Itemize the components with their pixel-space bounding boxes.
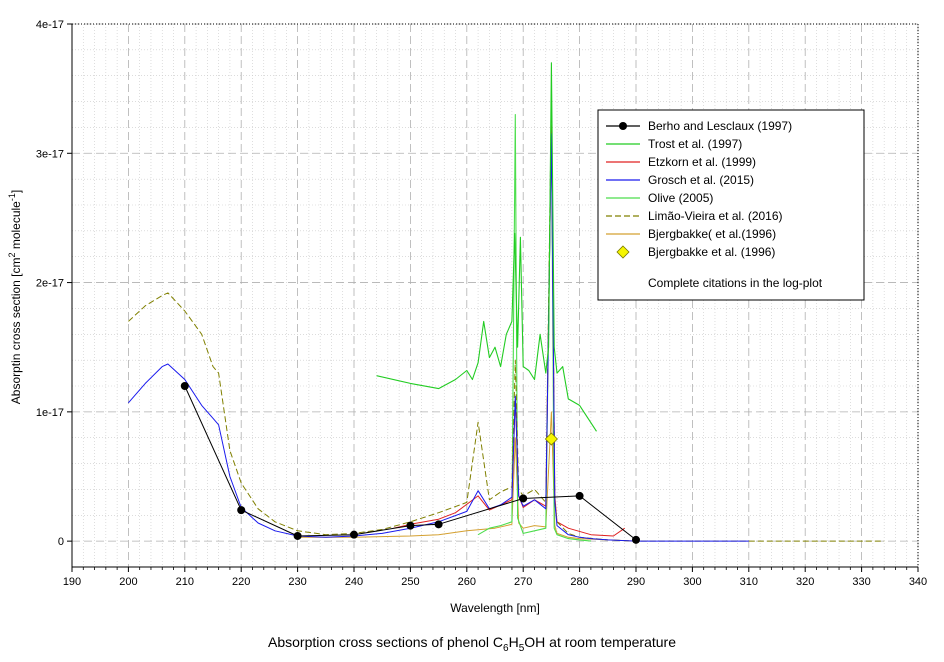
chart-title: Absorption cross sections of phenol C6H5… bbox=[268, 634, 676, 654]
x-tick-label: 340 bbox=[909, 576, 927, 588]
x-tick-label: 220 bbox=[232, 576, 250, 588]
legend-label: Trost et al. (1997) bbox=[648, 137, 742, 151]
series-line-olive bbox=[477, 113, 591, 542]
legend-box bbox=[597, 109, 865, 301]
data-point-berho bbox=[350, 530, 358, 539]
legend-label: Bjergbakke et al. (1996) bbox=[648, 245, 775, 259]
y-tick-label: 3e-17 bbox=[36, 148, 64, 160]
data-point-berho bbox=[575, 491, 584, 500]
x-tick-label: 310 bbox=[740, 576, 758, 588]
legend-marker-bjerg_marker bbox=[616, 245, 630, 259]
x-tick-label: 230 bbox=[288, 576, 306, 588]
series-line-trost bbox=[376, 62, 597, 432]
y-tick-label: 1e-17 bbox=[36, 407, 64, 419]
data-point-berho bbox=[180, 382, 189, 390]
data-point-berho bbox=[519, 494, 528, 503]
data-point-berho bbox=[434, 520, 443, 529]
x-tick-label: 240 bbox=[345, 576, 363, 588]
legend-label: Etzkorn et al. (1999) bbox=[648, 155, 756, 169]
series-line-bjerg_line bbox=[297, 411, 637, 542]
y-tick-label: 0 bbox=[58, 536, 64, 548]
x-tick-label: 280 bbox=[570, 576, 588, 588]
legend-label: Bjergbakke( et al.(1996) bbox=[648, 227, 776, 241]
x-tick-label: 250 bbox=[401, 576, 419, 588]
x-tick-label: 200 bbox=[119, 576, 137, 588]
x-tick-label: 320 bbox=[796, 576, 814, 588]
y-axis-title: Absorptin cross section [cm2 molecule-1] bbox=[7, 190, 23, 404]
data-point-berho bbox=[237, 506, 246, 515]
x-tick-label: 260 bbox=[458, 576, 476, 588]
y-tick-label: 2e-17 bbox=[36, 278, 64, 290]
x-tick-label: 290 bbox=[627, 576, 645, 588]
x-tick-label: 300 bbox=[683, 576, 701, 588]
legend: Berho and Lesclaux (1997) Trost et al. (1… bbox=[597, 109, 865, 301]
x-tick-label: 190 bbox=[63, 576, 81, 588]
x-axis-title: Wavelength [nm] bbox=[450, 601, 540, 615]
data-point-berho bbox=[293, 531, 302, 540]
x-tick-label: 270 bbox=[514, 576, 532, 588]
series-line-grosch bbox=[128, 133, 749, 542]
legend-marker-berho bbox=[619, 122, 627, 130]
series-layer bbox=[128, 62, 885, 544]
data-point-berho bbox=[632, 535, 640, 544]
axes: 190 200 210 220 230 240 250 260 270 280 290 300 310 3… bbox=[36, 19, 927, 588]
legend-label: Berho and Lesclaux (1997) bbox=[648, 119, 792, 133]
y-tick-label: 4e-17 bbox=[36, 19, 64, 31]
data-point-berho bbox=[406, 521, 415, 530]
legend-label: Limão-Vieira et al. (2016) bbox=[648, 209, 783, 223]
x-tick-label: 210 bbox=[176, 576, 194, 588]
legend-label: Olive (2005) bbox=[648, 191, 713, 205]
data-point-bjerg_marker bbox=[544, 432, 558, 446]
legend-label: Grosch et al. (2015) bbox=[648, 173, 754, 187]
legend-note: Complete citations in the log-plot bbox=[648, 276, 823, 290]
x-tick-label: 330 bbox=[852, 576, 870, 588]
